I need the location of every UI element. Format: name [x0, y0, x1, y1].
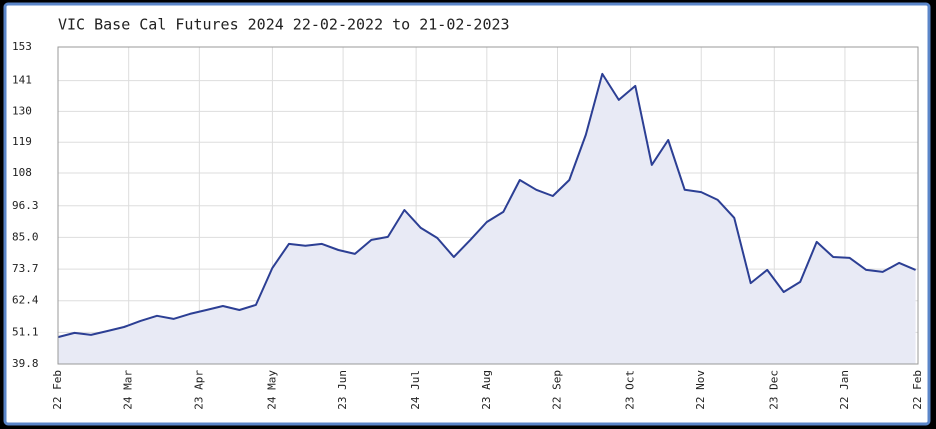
- x-tick-label: 23 Jun: [336, 370, 349, 410]
- x-tick-label: 22 Feb: [51, 370, 64, 410]
- y-tick-label: 96.3: [12, 199, 39, 212]
- x-tick-label: 23 Aug: [480, 370, 493, 410]
- x-tick-label: 22 Nov: [694, 370, 707, 410]
- y-tick-label: 73.7: [12, 262, 39, 275]
- x-tick-label: 22 Sep: [551, 370, 564, 410]
- x-tick-label: 24 May: [265, 370, 278, 410]
- y-tick-label: 85.0: [12, 230, 39, 243]
- x-tick-label: 23 Apr: [192, 370, 205, 410]
- y-tick-label: 141: [12, 74, 32, 87]
- y-tick-label: 130: [12, 104, 32, 117]
- chart-title: VIC Base Cal Futures 2024 22-02-2022 to …: [58, 16, 510, 34]
- x-tick-label: 23 Dec: [767, 370, 780, 410]
- y-tick-label: 119: [12, 135, 32, 148]
- line: [57, 72, 916, 339]
- x-tick-label: 22 Feb: [911, 370, 924, 410]
- x-tick-label: 24 Jul: [409, 370, 422, 410]
- plot-border: [57, 46, 919, 365]
- x-tick-label: 24 Mar: [122, 370, 135, 410]
- y-tick-label: 39.8: [12, 357, 39, 370]
- y-tick-label: 108: [12, 166, 32, 179]
- x-tick-label: 22 Jan: [838, 370, 851, 410]
- y-tick-label: 62.4: [12, 294, 39, 307]
- x-tick-label: 23 Oct: [624, 370, 637, 410]
- area: [58, 73, 916, 365]
- y-tick-label: 153: [12, 40, 32, 53]
- y-tick-label: 51.1: [12, 325, 39, 338]
